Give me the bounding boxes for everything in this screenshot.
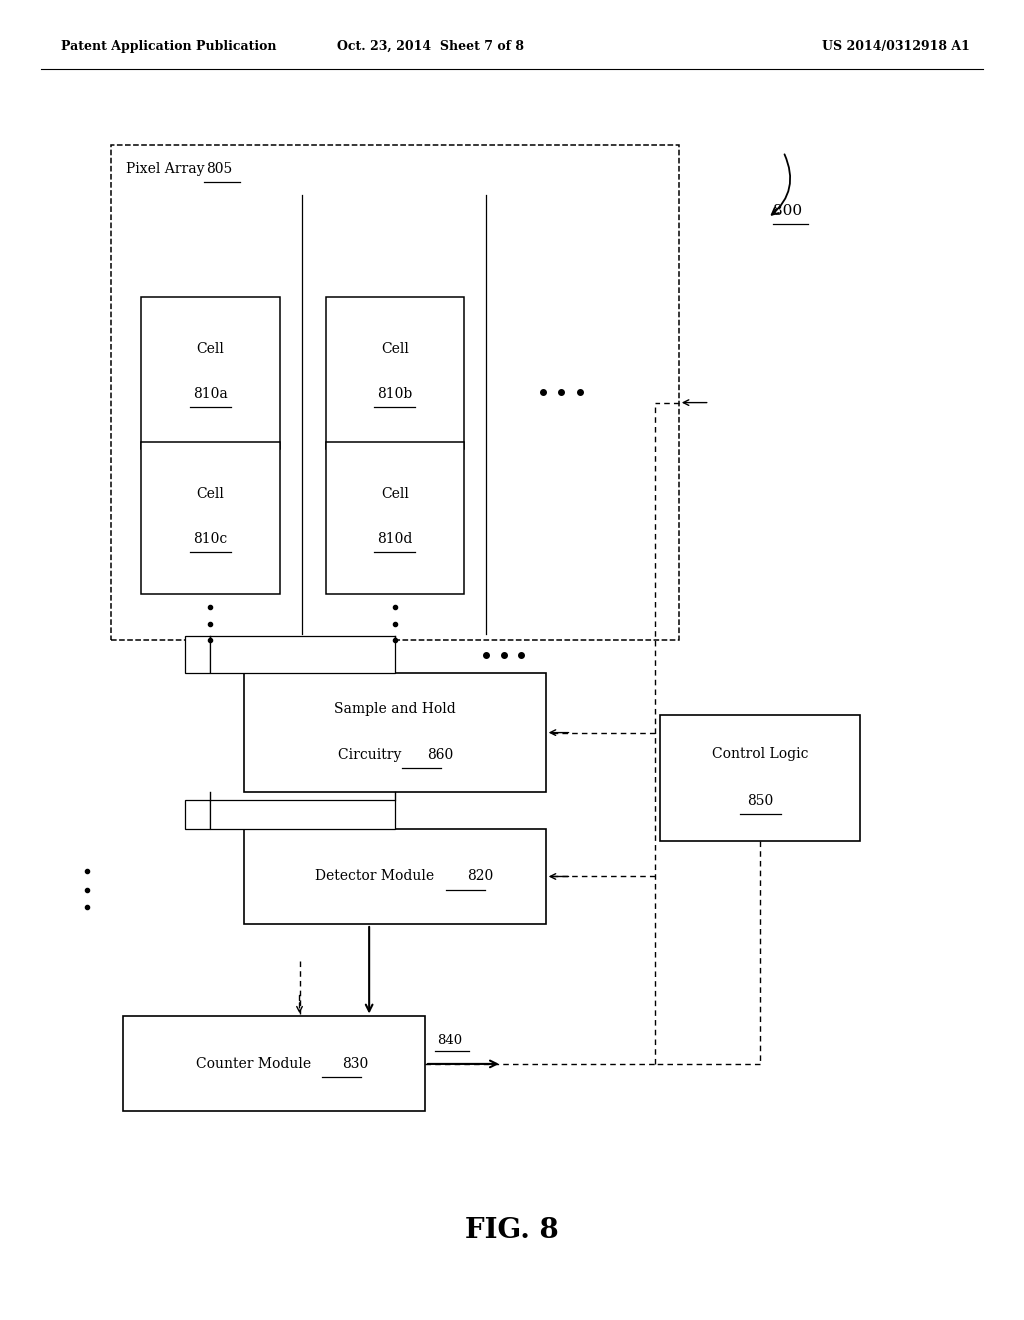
Text: Cell: Cell: [197, 487, 224, 502]
Bar: [141, 297, 280, 449]
Text: 810b: 810b: [377, 387, 413, 401]
Text: 810d: 810d: [377, 532, 413, 546]
Bar: [326, 297, 464, 449]
Text: Oct. 23, 2014  Sheet 7 of 8: Oct. 23, 2014 Sheet 7 of 8: [337, 40, 523, 53]
Text: 860: 860: [428, 748, 454, 762]
Text: 810c: 810c: [194, 532, 227, 546]
Text: Cell: Cell: [381, 342, 409, 356]
Bar: [123, 1016, 425, 1111]
Text: Circuitry: Circuitry: [338, 748, 407, 762]
Text: Patent Application Publication: Patent Application Publication: [61, 40, 276, 53]
Text: Pixel Array: Pixel Array: [126, 162, 209, 176]
Text: 810a: 810a: [194, 387, 227, 401]
Text: Cell: Cell: [381, 487, 409, 502]
Text: Sample and Hold: Sample and Hold: [334, 702, 456, 715]
Bar: [244, 829, 546, 924]
Text: Counter Module: Counter Module: [196, 1057, 315, 1071]
Bar: [660, 715, 860, 841]
Bar: [141, 442, 280, 594]
Text: Detector Module: Detector Module: [314, 870, 438, 883]
Text: 840: 840: [437, 1034, 463, 1047]
Bar: [185, 636, 211, 673]
Bar: [185, 800, 211, 829]
Text: 800: 800: [773, 205, 802, 218]
Text: 805: 805: [206, 162, 232, 176]
Text: 830: 830: [342, 1057, 369, 1071]
Text: Cell: Cell: [197, 342, 224, 356]
Text: US 2014/0312918 A1: US 2014/0312918 A1: [822, 40, 970, 53]
Bar: [244, 673, 546, 792]
Text: Control Logic: Control Logic: [712, 747, 809, 762]
Bar: [326, 442, 464, 594]
Text: FIG. 8: FIG. 8: [465, 1217, 559, 1243]
Text: 850: 850: [748, 793, 773, 808]
Bar: [211, 636, 395, 673]
Bar: [111, 145, 679, 640]
Bar: [211, 800, 395, 829]
Text: 820: 820: [467, 870, 494, 883]
